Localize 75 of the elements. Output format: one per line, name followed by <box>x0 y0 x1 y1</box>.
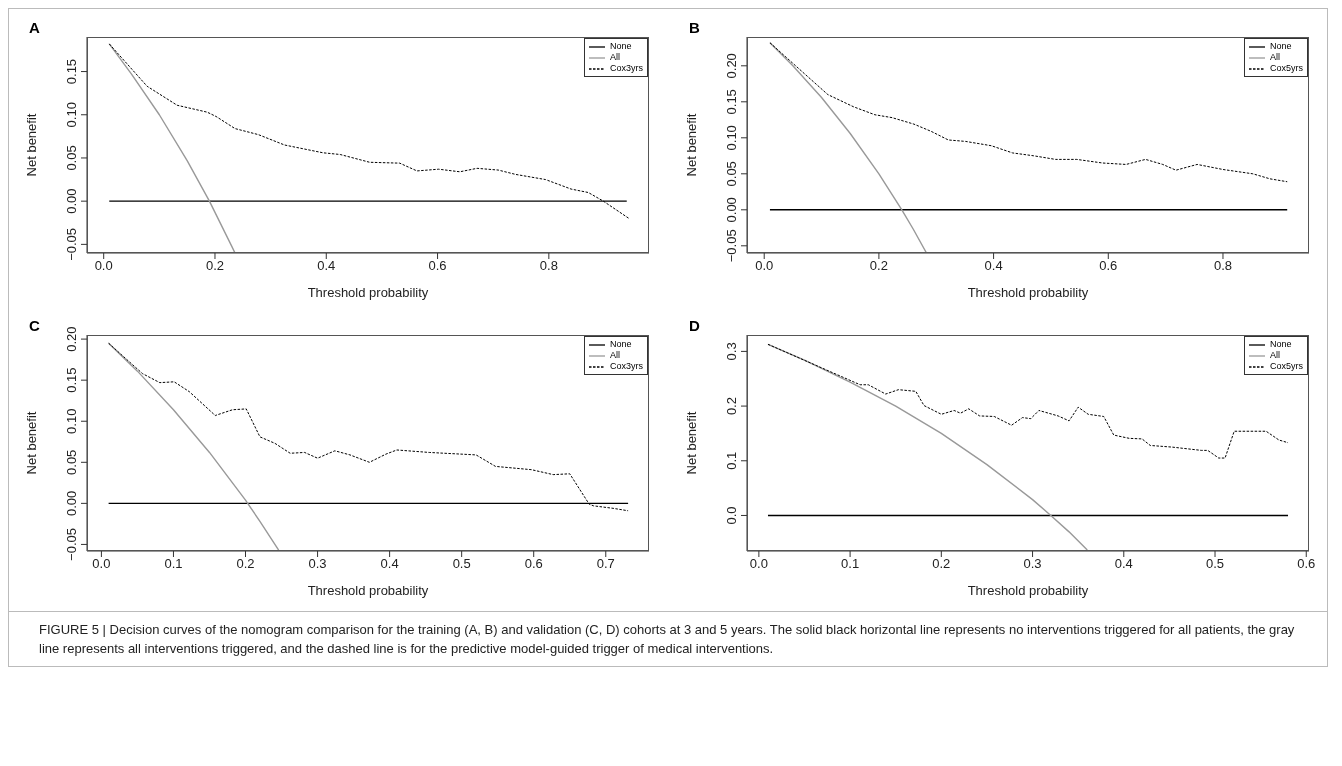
y-axis-title: Net benefit <box>23 113 39 177</box>
legend-label: None <box>609 339 632 350</box>
legend-label: None <box>1269 339 1292 350</box>
chart-title: D <box>689 317 700 334</box>
x-tick-label: 0.0 <box>749 556 768 572</box>
y-tick-label: 0.00 <box>64 490 79 517</box>
y-tick-label: 0.05 <box>64 145 79 171</box>
x-tick-label: 0.7 <box>596 556 615 572</box>
x-tick-label: 0.4 <box>984 258 1003 274</box>
chart-title: A <box>29 19 40 36</box>
y-tick-label: 0.00 <box>64 188 79 214</box>
line-series <box>107 342 280 551</box>
x-tick-label: 0.6 <box>1297 556 1316 572</box>
legend-label: Cox3yrs <box>609 361 643 372</box>
legend-label: All <box>1269 52 1280 63</box>
x-tick-label: 0.2 <box>932 556 951 572</box>
y-axis-title: Net benefit <box>23 411 39 475</box>
y-tick-label: 0.3 <box>724 342 739 361</box>
x-tick-label: 0.1 <box>841 556 860 572</box>
y-tick-label: 0.05 <box>724 161 739 187</box>
x-tick-label: 0.2 <box>205 258 225 274</box>
y-tick-label: 0.0 <box>724 506 739 525</box>
x-axis-title: Threshold probability <box>967 583 1089 598</box>
x-axis-title: Threshold probability <box>307 285 429 300</box>
legend-label: Cox3yrs <box>609 63 643 74</box>
caption: FIGURE 5 | Decision curves of the nomogram comparison for the training (A, B) and validation (C, D) cohorts at 3 and 5 years. The solid black horizontal line represents no interventions triggered for all patients, the gray line represents all interventions triggered, and the dashed line is for the predictive model-guided trigger of medical interventions. <box>39 621 1296 658</box>
x-tick-label: 0.5 <box>452 556 471 572</box>
x-axis-title: Threshold probability <box>307 583 429 598</box>
x-tick-label: 0.2 <box>869 258 888 274</box>
x-tick-label: 0.4 <box>380 556 399 572</box>
x-tick-label: 0.2 <box>236 556 255 572</box>
chart-title: C <box>29 317 40 334</box>
legend-label: Cox5yrs <box>1269 63 1303 74</box>
legend-label: Cox5yrs <box>1269 361 1303 372</box>
x-tick-label: 0.1 <box>164 556 183 572</box>
legend-label: All <box>609 52 620 63</box>
x-axis-title: Threshold probability <box>967 285 1089 300</box>
y-axis-title: Net benefit <box>683 113 699 177</box>
x-tick-label: 0.8 <box>539 258 558 274</box>
y-tick-label: 0.05 <box>64 449 79 475</box>
x-tick-label: 0.5 <box>1205 556 1225 572</box>
y-tick-label: −0.05 <box>64 527 79 561</box>
x-tick-label: 0.0 <box>94 258 113 274</box>
y-tick-label: 0.10 <box>724 125 739 151</box>
line-series <box>767 343 1088 551</box>
x-tick-label: 0.6 <box>1099 258 1118 274</box>
x-tick-label: 0.8 <box>1213 258 1233 274</box>
y-tick-label: 0.15 <box>724 89 739 115</box>
line-series <box>769 42 928 253</box>
y-tick-label: 0.20 <box>64 326 79 352</box>
x-tick-label: 0.0 <box>755 258 774 274</box>
y-tick-label: 0.00 <box>724 197 739 223</box>
y-tick-label: 0.15 <box>64 367 79 393</box>
x-tick-label: 0.4 <box>1114 556 1133 572</box>
y-tick-label: 0.10 <box>64 102 79 128</box>
chart-title: B <box>689 19 700 36</box>
legend-label: All <box>609 350 620 361</box>
line-series <box>108 43 236 253</box>
x-tick-label: 0.6 <box>524 556 543 572</box>
x-tick-label: 0.0 <box>92 556 111 572</box>
legend-label: None <box>1269 41 1292 52</box>
y-tick-label: 0.15 <box>64 58 79 85</box>
y-tick-label: 0.20 <box>724 53 739 79</box>
y-tick-label: 0.1 <box>724 451 739 470</box>
legend-label: None <box>609 41 632 52</box>
x-tick-label: 0.6 <box>428 258 447 274</box>
y-tick-label: −0.05 <box>724 229 739 263</box>
y-axis-title: Net benefit <box>683 411 699 475</box>
y-tick-label: 0.10 <box>64 408 79 434</box>
x-tick-label: 0.3 <box>1023 556 1042 572</box>
y-tick-label: 0.2 <box>724 397 739 416</box>
legend-label: All <box>1269 350 1280 361</box>
y-tick-label: −0.05 <box>64 227 79 261</box>
x-tick-label: 0.3 <box>308 556 327 572</box>
x-tick-label: 0.4 <box>317 258 336 274</box>
